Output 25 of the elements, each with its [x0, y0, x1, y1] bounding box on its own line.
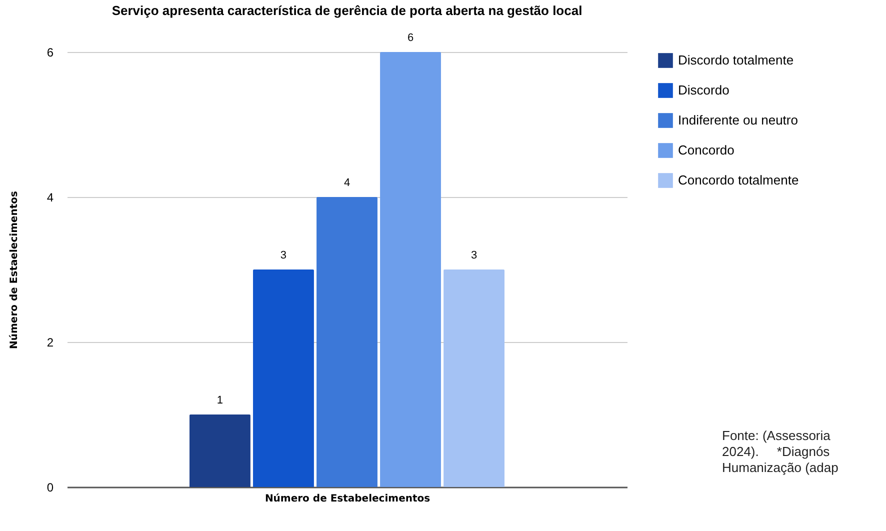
data-label: 3 [280, 250, 287, 262]
legend-label: Discordo totalmente [678, 52, 794, 68]
data-label: 1 [216, 394, 224, 406]
y-axis-title: Número de Estaelecimentos [8, 190, 20, 349]
data-label: 3 [470, 250, 478, 262]
legend-label: Concordo totalmente [678, 172, 799, 188]
data-label: 4 [344, 177, 350, 189]
y-tick-label: 4 [46, 190, 54, 204]
bar [444, 270, 504, 487]
legend-label: Discordo [678, 82, 730, 98]
bar [253, 270, 314, 487]
legend-label: Indiferente ou neutro [678, 112, 798, 128]
y-tick-label: 0 [46, 480, 54, 494]
data-label: 6 [407, 32, 414, 44]
y-tick-label: 2 [46, 336, 54, 350]
text: 2024). *Diagnós [722, 444, 830, 459]
bar [380, 52, 441, 487]
y-tick-label: 6 [46, 46, 54, 60]
legend-label: Concordo [678, 142, 734, 158]
source-note: Fonte: (Assessoria [722, 428, 830, 443]
chart-title: Serviço apresenta característica de gerência de porta aberta na gestão local [112, 3, 582, 18]
bar [190, 414, 250, 487]
text: Humanização (adap [722, 460, 838, 475]
x-axis-title: Número de Estabelecimentos [264, 494, 430, 504]
bar [316, 197, 378, 487]
